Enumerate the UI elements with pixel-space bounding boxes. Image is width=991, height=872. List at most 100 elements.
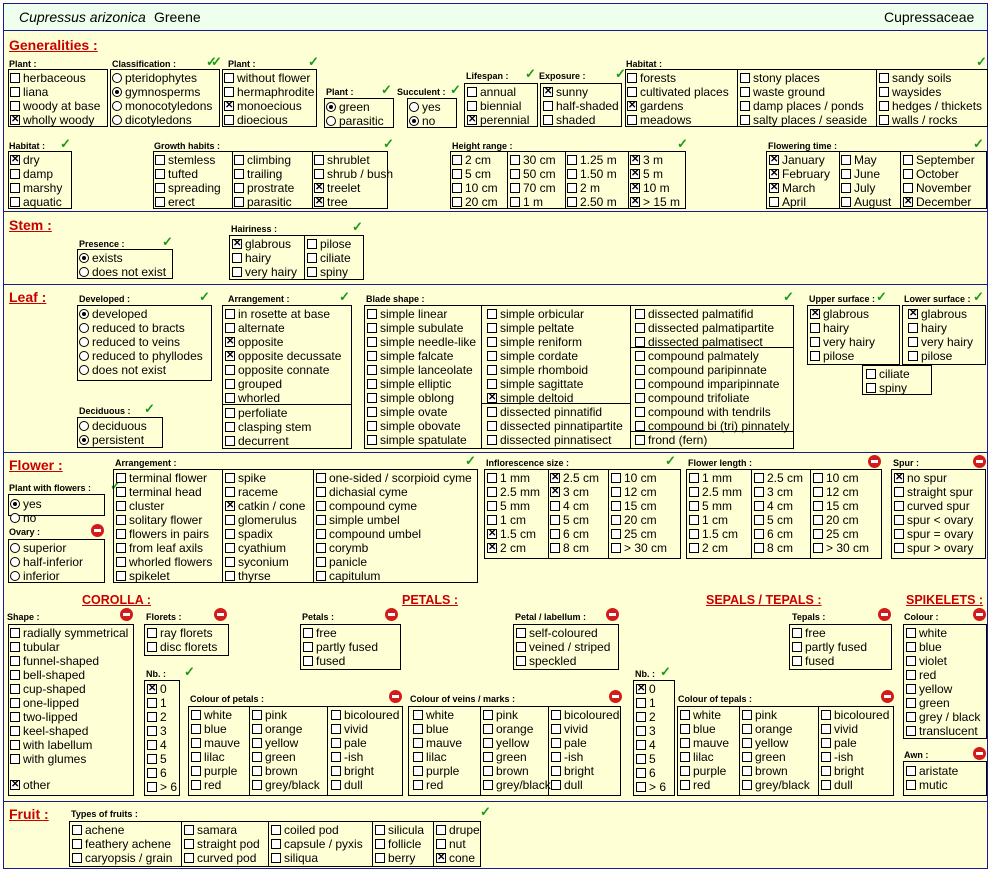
checkbox[interactable] [841,155,851,165]
checkbox[interactable] [689,529,699,539]
option-lower[interactable]: very hairy [907,335,973,349]
checkbox[interactable] [821,752,831,762]
option-shape[interactable]: keel-shaped [9,724,88,738]
option-col_c3[interactable]: bicoloured [550,708,619,722]
option-col_c2[interactable]: grey/black [251,778,320,792]
option-col_c1[interactable]: red [679,778,710,792]
checkbox[interactable] [147,768,157,778]
option-spk_colour[interactable]: yellow [905,682,952,696]
checkbox[interactable] [225,543,235,553]
checkbox[interactable] [191,752,201,762]
radio-button[interactable] [79,267,89,277]
checkbox[interactable] [316,529,326,539]
checkbox[interactable] [225,365,235,375]
checkbox[interactable]: ✕ [627,100,637,111]
checkbox[interactable] [487,473,497,483]
checkbox[interactable] [689,543,699,553]
option-col_c1[interactable]: white [679,708,721,722]
checkbox[interactable]: ✕ [487,528,497,539]
option-growth_c3[interactable]: shrublet [313,153,370,167]
checkbox[interactable] [567,169,577,179]
checkbox[interactable] [567,155,577,165]
checkbox[interactable] [742,710,752,720]
option-height_c1[interactable]: 2 cm [451,153,491,167]
option-height_c4[interactable]: ✕ 10 m [629,181,670,195]
radio-button[interactable] [112,73,122,83]
checkbox[interactable]: ✕ [636,683,646,694]
checkbox[interactable] [331,752,341,762]
option-plant2[interactable]: hermaphrodite [223,85,314,99]
checkbox[interactable] [367,421,377,431]
checkbox[interactable] [627,115,637,125]
option-petals[interactable]: partly fused [302,640,378,654]
option-arr_a[interactable]: in rosette at base [224,307,330,321]
option-farr_c1[interactable]: solitary flower [115,513,202,527]
checkbox[interactable] [147,782,157,792]
checkbox[interactable] [636,782,646,792]
option-flen_c3[interactable]: 20 cm [812,513,859,527]
option-flen_c2[interactable]: 3 cm [753,485,793,499]
checkbox[interactable] [225,309,235,319]
option-flowering_c2[interactable]: August [840,195,891,209]
checkbox[interactable] [810,323,820,333]
option-col_c1[interactable]: lilac [679,750,714,764]
option-farr_c3[interactable]: compound umbel [315,527,421,541]
option-col_c3[interactable]: vivid [550,722,588,736]
option-blade_c3b[interactable]: compound palmately [634,349,759,363]
option-blade_c1[interactable]: simple ovate [366,405,447,419]
checkbox[interactable] [331,780,341,790]
option-blade_c2b[interactable]: dissected pinnatifid [486,405,602,419]
checkbox[interactable] [10,698,20,708]
option-height_c1[interactable]: 10 cm [451,181,498,195]
option-fruit_c3[interactable]: coiled pod [270,823,339,837]
option-arr_b[interactable]: decurrent [224,434,289,448]
checkbox[interactable] [116,543,126,553]
option-farr_c1[interactable]: whorled flowers [115,555,212,569]
checkbox[interactable] [635,337,645,347]
option-shape[interactable]: with glumes [9,752,86,766]
option-col_c1[interactable]: red [412,778,443,792]
option-nb2[interactable]: > 6 [635,780,666,794]
option-fruit_c1[interactable]: caryopsis / grain [71,851,172,865]
option-infl_c2[interactable]: ✕ 2.5 cm [549,471,599,485]
checkbox[interactable] [155,155,165,165]
option-pwf[interactable]: yes [9,497,42,511]
option-col_c3[interactable]: dull [820,778,853,792]
checkbox[interactable] [487,323,497,333]
option-arr_b[interactable]: clasping stem [224,420,311,434]
checkbox[interactable] [792,628,802,638]
option-deciduous[interactable]: persistent [78,433,144,447]
option-col_c1[interactable]: purple [412,764,459,778]
option-shape[interactable]: funnel-shaped [9,654,99,668]
checkbox[interactable] [452,197,462,207]
checkbox[interactable] [225,408,235,418]
checkbox[interactable]: ✕ [487,542,497,553]
checkbox[interactable]: ✕ [10,779,20,790]
checkbox[interactable] [754,473,764,483]
checkbox[interactable] [316,543,326,553]
option-col_c1[interactable]: mauve [679,736,729,750]
checkbox[interactable] [375,839,385,849]
option-infl_c2[interactable]: 6 cm [549,527,589,541]
checkbox[interactable]: ✕ [232,238,242,249]
option-col_c3[interactable]: vivid [820,722,858,736]
option-arr_a[interactable]: alternate [224,321,285,335]
checkbox[interactable] [225,323,235,333]
option-succulent[interactable]: no [408,114,435,128]
checkbox[interactable] [10,670,20,680]
checkbox[interactable]: ✕ [224,100,234,111]
option-col_c3[interactable]: -ish [820,750,853,764]
checkbox[interactable] [10,656,20,666]
option-col_c2[interactable]: orange [482,722,533,736]
option-nb2[interactable]: 4 [635,738,656,752]
checkbox[interactable] [307,253,317,263]
checkbox[interactable] [635,379,645,389]
option-flen_c1[interactable]: 1 cm [688,513,728,527]
checkbox[interactable] [754,529,764,539]
option-blade_c2a[interactable]: ✕ simple deltoid [486,391,573,405]
checkbox[interactable] [72,825,82,835]
option-infl_c1[interactable]: ✕ 2 cm [486,541,526,555]
checkbox[interactable] [879,101,889,111]
option-blade_c1[interactable]: simple spatulate [366,433,467,447]
option-growth_c2[interactable]: climbing [233,153,291,167]
